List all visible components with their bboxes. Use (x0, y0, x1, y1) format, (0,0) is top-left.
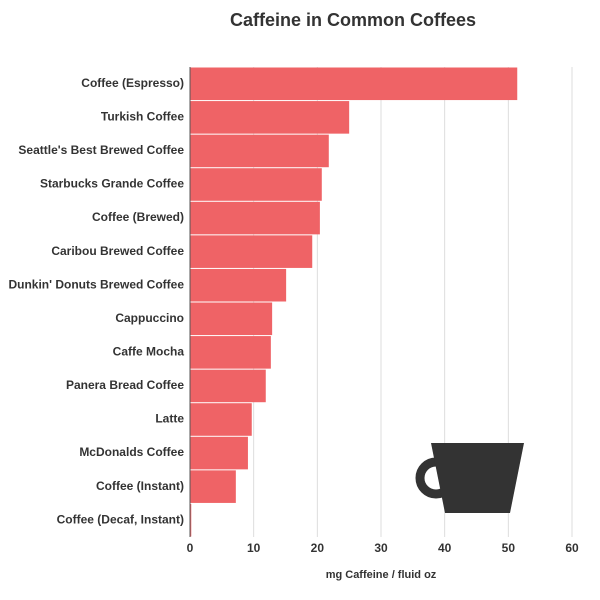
coffee-cup-icon (415, 443, 524, 513)
x-tick-label: 50 (502, 541, 516, 555)
y-tick-label: Starbucks Grande Coffee (40, 177, 184, 191)
y-tick-label: Latte (155, 412, 184, 426)
bar (190, 369, 266, 403)
x-tick-label: 10 (247, 541, 261, 555)
x-axis-label: mg Caffeine / fluid oz (326, 569, 437, 581)
y-tick-label: Seattle's Best Brewed Coffee (18, 143, 184, 157)
bar (190, 268, 287, 302)
bar (190, 403, 252, 436)
bar (190, 235, 313, 268)
x-tick-label: 60 (565, 541, 579, 555)
bar (190, 101, 350, 134)
y-tick-label: Dunkin' Donuts Brewed Coffee (8, 277, 184, 291)
bar (190, 336, 271, 369)
x-tick-label: 0 (187, 541, 194, 555)
bar (190, 201, 320, 235)
x-tick-label: 30 (374, 541, 388, 555)
x-tick-label: 20 (311, 541, 325, 555)
chart-title: Caffeine in Common Coffees (230, 10, 476, 30)
bar (190, 134, 329, 168)
y-tick-label: Panera Bread Coffee (66, 378, 184, 392)
bar (190, 503, 192, 537)
bar (190, 302, 273, 336)
y-tick-label: Caribou Brewed Coffee (51, 244, 184, 258)
y-tick-label: Turkish Coffee (101, 110, 184, 124)
y-tick-label: Cappuccino (115, 311, 184, 325)
bars (190, 67, 518, 537)
y-tick-label: Coffee (Espresso) (81, 76, 184, 90)
y-tick-label: McDonalds Coffee (79, 445, 184, 459)
x-tick-label: 40 (438, 541, 452, 555)
y-tick-label: Coffee (Instant) (96, 479, 184, 493)
bar (190, 436, 248, 470)
bar (190, 67, 518, 101)
y-tick-label: Coffee (Decaf, Instant) (57, 512, 184, 526)
y-tick-label: Caffe Mocha (113, 345, 185, 359)
y-tick-label: Coffee (Brewed) (92, 210, 184, 224)
bar (190, 470, 236, 503)
bar (190, 168, 322, 201)
